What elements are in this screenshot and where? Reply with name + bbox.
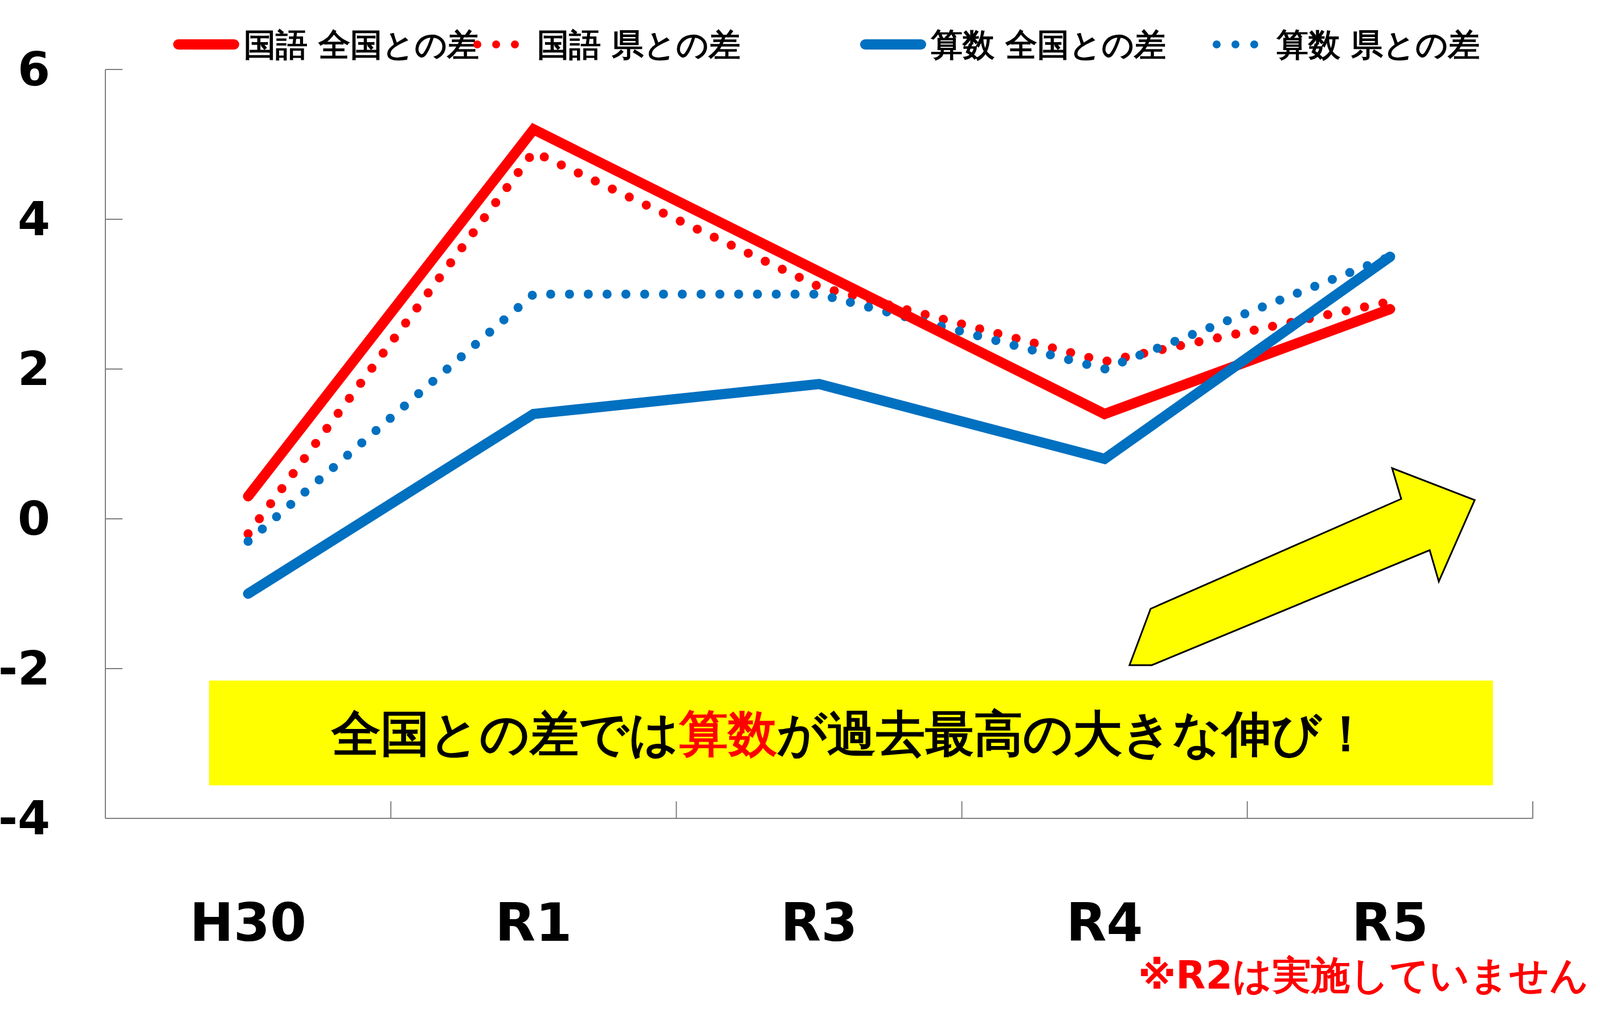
y-tick — [105, 218, 123, 220]
x-tick-label: R5 — [1351, 892, 1429, 954]
legend-swatch — [477, 40, 518, 49]
x-tick-label: R4 — [1066, 892, 1144, 954]
y-axis — [104, 69, 106, 819]
legend-label: 算数 全国との差 — [930, 26, 1167, 64]
x-tick-label: H30 — [189, 892, 307, 954]
y-tick-label: -4 — [0, 791, 51, 846]
y-tick — [105, 668, 123, 670]
x-category-boundary — [1246, 801, 1248, 819]
annotation: 全国との差では算数が過去最高の大きな伸び！ — [330, 705, 1371, 763]
legend-swatch — [178, 39, 235, 50]
y-tick-label: -2 — [0, 641, 51, 696]
annotation-box — [209, 680, 1493, 786]
legend-label: 算数 県との差 — [1275, 26, 1481, 64]
chart-svg: -4 -2 0 2 4 6 H30 R1 R3 R4 R5 全国との差では算数が過去最高の大きな伸び！… — [0, 0, 1600, 1012]
background — [0, 0, 1600, 1012]
x-axis — [105, 817, 1533, 820]
y-tick — [105, 817, 123, 820]
annotation-highlight: 算数 — [678, 705, 778, 763]
series-line — [248, 152, 1391, 535]
y-tick — [105, 68, 123, 71]
y-tick — [105, 518, 123, 520]
series-line — [248, 129, 1391, 497]
x-tick-label: R1 — [494, 892, 572, 954]
y-tick — [105, 368, 123, 370]
note: ※R2は実施していません — [1138, 952, 1590, 998]
y-tick-label: 6 — [17, 42, 51, 97]
legend-label: 国語 全国との差 — [243, 26, 480, 64]
y-tick-label: 4 — [17, 191, 51, 247]
y-tick-label: 2 — [17, 341, 51, 396]
chart-container: -4 -2 0 2 4 6 H30 R1 R3 R4 R5 全国との差では算数が過去最高の大きな伸び！… — [0, 0, 1600, 1012]
annotation-part: 全国との差では — [330, 705, 679, 763]
series-line — [248, 256, 1391, 542]
series-line — [248, 256, 1391, 595]
legend-label: 国語 県との差 — [537, 26, 742, 64]
legend-swatch — [1216, 40, 1257, 49]
x-tick-label: R3 — [780, 892, 858, 954]
arrow — [1129, 468, 1475, 666]
annotation-part: が過去最高の大きな伸び！ — [776, 705, 1371, 763]
plot-lines — [248, 129, 1391, 594]
x-category-boundary — [675, 801, 677, 819]
x-category-boundary — [1532, 801, 1534, 819]
x-category-boundary — [390, 801, 392, 819]
legend-swatch — [865, 39, 922, 50]
x-category-boundary — [961, 801, 963, 819]
y-tick-label: 0 — [17, 491, 51, 546]
